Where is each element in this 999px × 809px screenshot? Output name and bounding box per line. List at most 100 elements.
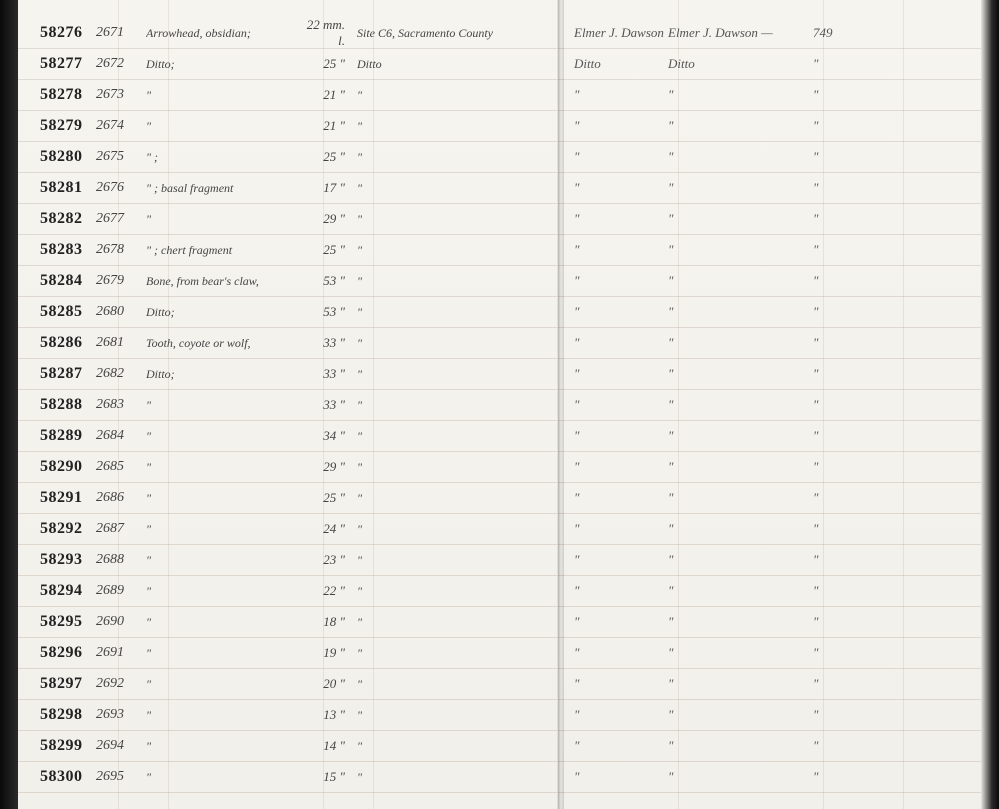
site: " (351, 398, 557, 413)
collector: " (558, 769, 668, 785)
donor: " (668, 87, 813, 103)
dimension: 33 " (301, 366, 351, 382)
accession-number: 2673 (96, 87, 146, 103)
ledger-row: 582902685"29 "" (18, 452, 557, 483)
accession-number: 2674 (96, 118, 146, 134)
ledger-page-left: 582762671Arrowhead, obsidian;22 mm. l.Si… (18, 0, 558, 809)
catalog-number: 58280 (18, 148, 96, 166)
site: " (351, 491, 557, 506)
dimension: 23 " (301, 552, 351, 568)
accession-number: 2672 (96, 56, 146, 72)
site: " (351, 615, 557, 630)
reference: " (813, 397, 893, 413)
catalog-number: 58289 (18, 427, 96, 445)
ledger-row: 582892684"34 "" (18, 421, 557, 452)
description: " (146, 491, 301, 506)
dimension: 22 " (301, 583, 351, 599)
description: Ditto; (146, 305, 301, 320)
ledger-row: """ (558, 390, 981, 421)
collector: " (558, 645, 668, 661)
collector: " (558, 738, 668, 754)
dimension: 21 " (301, 118, 351, 134)
reference: " (813, 118, 893, 134)
dimension: 15 " (301, 769, 351, 785)
site: " (351, 212, 557, 227)
accession-number: 2693 (96, 707, 146, 723)
reference: " (813, 366, 893, 382)
accession-number: 2677 (96, 211, 146, 227)
catalog-number: 58295 (18, 613, 96, 631)
description: " (146, 119, 301, 134)
reference: " (813, 490, 893, 506)
donor: " (668, 273, 813, 289)
collector: " (558, 118, 668, 134)
catalog-number: 58279 (18, 117, 96, 135)
reference: " (813, 211, 893, 227)
ledger-row: 582942689"22 "" (18, 576, 557, 607)
collector: " (558, 149, 668, 165)
catalog-number: 58296 (18, 644, 96, 662)
ledger-row: 582842679Bone, from bear's claw,53 "" (18, 266, 557, 297)
catalog-number: 58282 (18, 210, 96, 228)
reference: " (813, 273, 893, 289)
site: " (351, 367, 557, 382)
ledger-row: """ (558, 452, 981, 483)
dimension: 33 " (301, 335, 351, 351)
collector: " (558, 211, 668, 227)
donor: Elmer J. Dawson — (668, 25, 813, 41)
ledger-row: 582952690"18 "" (18, 607, 557, 638)
catalog-number: 58284 (18, 272, 96, 290)
site: Site C6, Sacramento County (351, 26, 557, 41)
donor: " (668, 211, 813, 227)
description: " (146, 522, 301, 537)
site: " (351, 584, 557, 599)
collector: " (558, 242, 668, 258)
accession-number: 2688 (96, 552, 146, 568)
catalog-number: 58281 (18, 179, 96, 197)
accession-number: 2675 (96, 149, 146, 165)
accession-number: 2680 (96, 304, 146, 320)
ledger-row: """ (558, 638, 981, 669)
accession-number: 2686 (96, 490, 146, 506)
ledger-row: """ (558, 762, 981, 793)
reference: " (813, 56, 893, 72)
collector: " (558, 273, 668, 289)
description: " (146, 584, 301, 599)
dimension: 17 " (301, 180, 351, 196)
donor: " (668, 149, 813, 165)
catalog-number: 58300 (18, 768, 96, 786)
donor: " (668, 180, 813, 196)
dimension: 34 " (301, 428, 351, 444)
dimension: 21 " (301, 87, 351, 103)
dimension: 19 " (301, 645, 351, 661)
collector: " (558, 304, 668, 320)
ledger-row: DittoDitto" (558, 49, 981, 80)
accession-number: 2694 (96, 738, 146, 754)
collector: " (558, 459, 668, 475)
dimension: 25 " (301, 56, 351, 72)
reference: " (813, 304, 893, 320)
accession-number: 2690 (96, 614, 146, 630)
collector: Elmer J. Dawson (558, 25, 668, 41)
donor: " (668, 738, 813, 754)
donor: " (668, 583, 813, 599)
ledger-row: """ (558, 576, 981, 607)
ledger-row: 582832678" ; chert fragment25 "" (18, 235, 557, 266)
site: " (351, 708, 557, 723)
donor: " (668, 428, 813, 444)
reference: " (813, 428, 893, 444)
accession-number: 2679 (96, 273, 146, 289)
ledger-row: """ (558, 514, 981, 545)
site: " (351, 770, 557, 785)
dimension: 22 mm. l. (301, 17, 351, 49)
ledger-row: """ (558, 669, 981, 700)
collector: Ditto (558, 56, 668, 72)
site: " (351, 553, 557, 568)
reference: " (813, 459, 893, 475)
donor: " (668, 335, 813, 351)
donor: " (668, 459, 813, 475)
site: " (351, 181, 557, 196)
site: " (351, 305, 557, 320)
dimension: 24 " (301, 521, 351, 537)
ledger-page-right: Elmer J. DawsonElmer J. Dawson —749Ditto… (558, 0, 981, 809)
